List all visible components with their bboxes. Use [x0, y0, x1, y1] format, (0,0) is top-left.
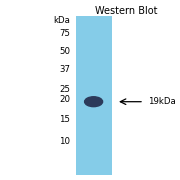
- Text: 75: 75: [59, 29, 70, 38]
- Text: 50: 50: [59, 47, 70, 56]
- Ellipse shape: [85, 97, 103, 107]
- Text: 19kDa: 19kDa: [148, 97, 175, 106]
- Text: 37: 37: [59, 65, 70, 74]
- Text: kDa: kDa: [53, 16, 70, 25]
- Text: 20: 20: [59, 95, 70, 104]
- Text: 15: 15: [59, 115, 70, 124]
- Text: Western Blot: Western Blot: [95, 6, 157, 16]
- Text: 10: 10: [59, 137, 70, 146]
- Text: 25: 25: [59, 85, 70, 94]
- Bar: [76, 16, 112, 175]
